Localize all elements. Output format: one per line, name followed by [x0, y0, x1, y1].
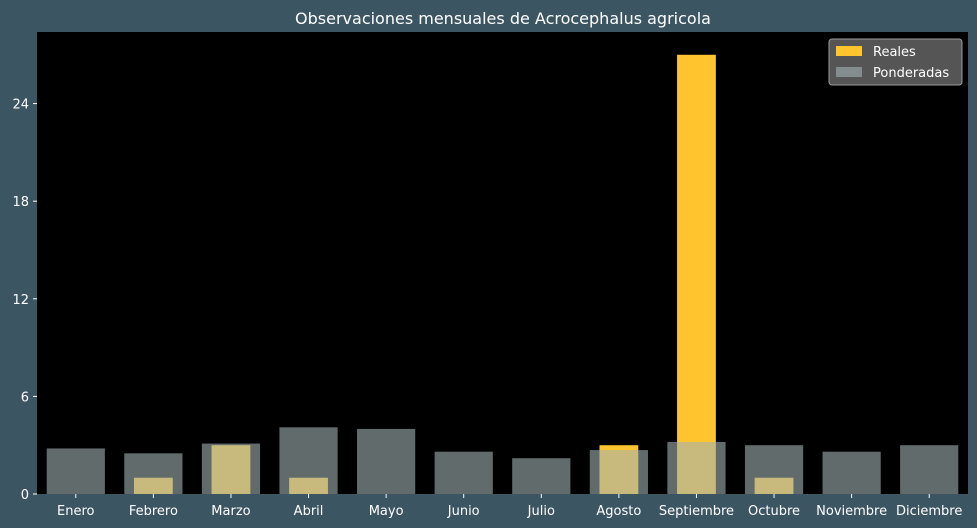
plot-area	[37, 32, 968, 494]
y-tick-label: 0	[21, 488, 29, 503]
legend-label-reales: Reales	[873, 45, 916, 60]
x-tick-label: Enero	[57, 504, 95, 519]
bar-ponderadas-enero	[46, 448, 105, 494]
x-tick-label: Octubre	[748, 504, 800, 519]
x-tick-label: Agosto	[596, 504, 641, 519]
bar-ponderadas-diciembre	[900, 445, 959, 494]
legend-label-ponderadas: Ponderadas	[873, 66, 949, 81]
bar-ponderadas-junio	[434, 451, 493, 494]
x-tick-label: Diciembre	[896, 504, 962, 519]
legend-swatch-ponderadas	[836, 67, 862, 77]
bar-reales-septiembre	[677, 54, 716, 494]
bar-ponderadas-noviembre	[822, 451, 881, 494]
chart-title: Observaciones mensuales de Acrocephalus …	[295, 9, 711, 28]
x-tick-label: Noviembre	[816, 504, 887, 519]
bar-ponderadas-julio	[512, 458, 571, 494]
y-tick-label: 12	[12, 293, 29, 308]
x-tick-label: Junio	[447, 504, 480, 519]
y-axis: 0 6 12 18 24	[12, 98, 37, 503]
legend: Reales Ponderadas	[828, 38, 963, 86]
x-axis: Enero Febrero Marzo Abril Mayo Junio Julio Agos…	[57, 494, 962, 519]
bar-ponderadas-mayo	[357, 428, 416, 494]
bar-ponderadas-septiembre	[667, 441, 726, 494]
y-tick-label: 6	[21, 390, 29, 405]
bar-ponderadas-febrero	[124, 453, 183, 494]
legend-swatch-reales	[836, 46, 862, 56]
x-tick-label: Abril	[294, 504, 324, 519]
x-tick-label: Septiembre	[659, 504, 734, 519]
bar-ponderadas-agosto	[589, 450, 648, 494]
x-tick-label: Marzo	[211, 504, 250, 519]
series-ponderadas	[46, 427, 959, 494]
bar-ponderadas-marzo	[201, 443, 261, 494]
x-tick-label: Mayo	[369, 504, 404, 519]
bar-ponderadas-octubre	[744, 445, 804, 494]
bar-ponderadas-abril	[279, 427, 338, 494]
x-tick-label: Febrero	[129, 504, 178, 519]
legend-box	[828, 38, 963, 86]
y-tick-label: 18	[12, 195, 29, 210]
x-tick-label: Julio	[527, 504, 555, 519]
y-tick-label: 24	[12, 98, 29, 113]
